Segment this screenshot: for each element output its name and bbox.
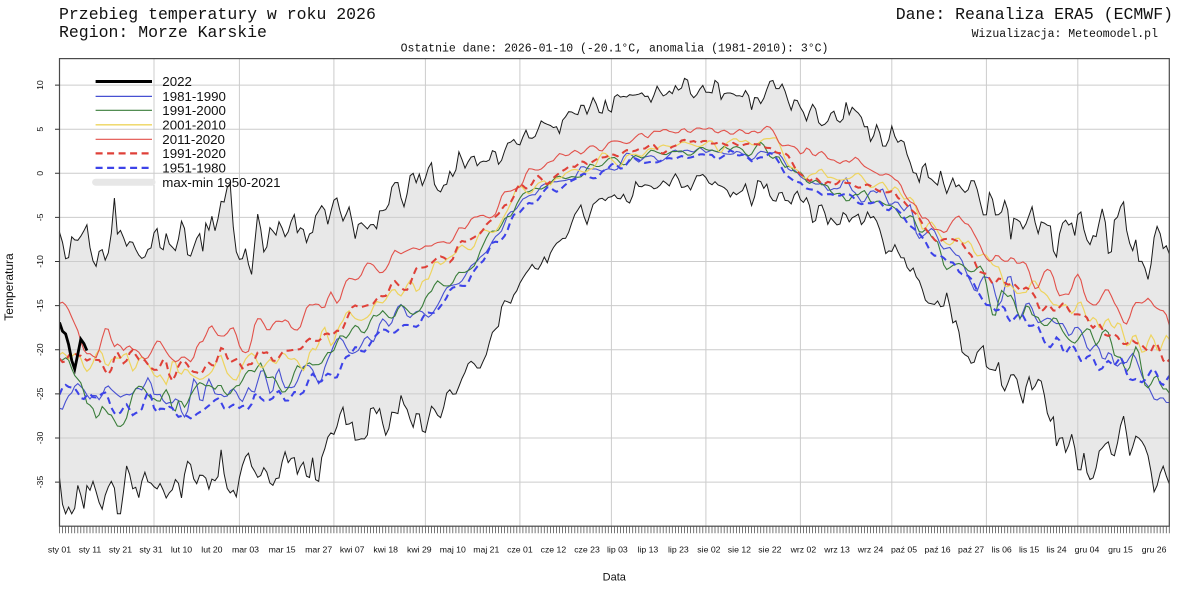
- svg-text:paź 27: paź 27: [958, 545, 984, 555]
- svg-text:kwi 07: kwi 07: [340, 545, 365, 555]
- svg-text:kwi 18: kwi 18: [373, 545, 398, 555]
- svg-text:Region: Morze Karskie: Region: Morze Karskie: [59, 23, 267, 42]
- svg-text:sty 01: sty 01: [48, 545, 71, 555]
- svg-text:paź 05: paź 05: [891, 545, 917, 555]
- svg-text:Przebieg temperatury w roku 20: Przebieg temperatury w roku 2026: [59, 5, 376, 24]
- svg-text:lut 10: lut 10: [171, 545, 192, 555]
- svg-text:2011-2020: 2011-2020: [162, 132, 225, 147]
- svg-text:lis 15: lis 15: [1019, 545, 1039, 555]
- svg-text:wrz 24: wrz 24: [857, 545, 884, 555]
- svg-text:2001-2010: 2001-2010: [162, 118, 226, 133]
- svg-text:wrz 02: wrz 02: [790, 545, 817, 555]
- svg-text:1951-1980: 1951-1980: [162, 161, 226, 176]
- svg-text:-15: -15: [35, 299, 45, 312]
- svg-text:cze 12: cze 12: [541, 545, 567, 555]
- svg-text:gru 04: gru 04: [1075, 545, 1100, 555]
- svg-text:-35: -35: [35, 476, 45, 489]
- svg-text:sty 21: sty 21: [109, 545, 132, 555]
- svg-text:-20: -20: [35, 343, 45, 356]
- svg-text:Data: Data: [603, 572, 627, 584]
- svg-text:lip 03: lip 03: [607, 545, 628, 555]
- svg-text:max-min 1950-2021: max-min 1950-2021: [162, 175, 280, 190]
- svg-text:lip 13: lip 13: [638, 545, 659, 555]
- svg-text:sty 31: sty 31: [139, 545, 162, 555]
- svg-text:cze 01: cze 01: [507, 545, 533, 555]
- svg-text:-5: -5: [35, 213, 45, 221]
- svg-text:mar 27: mar 27: [305, 545, 332, 555]
- svg-text:maj 21: maj 21: [473, 545, 499, 555]
- svg-text:Wizualizacja: Meteomodel.pl: Wizualizacja: Meteomodel.pl: [972, 28, 1158, 41]
- svg-text:cze 23: cze 23: [574, 545, 600, 555]
- svg-text:2022: 2022: [162, 74, 192, 89]
- svg-text:lis 24: lis 24: [1046, 545, 1066, 555]
- svg-text:lis 06: lis 06: [991, 545, 1011, 555]
- svg-text:-10: -10: [35, 255, 45, 268]
- svg-text:Temperatura: Temperatura: [2, 253, 16, 321]
- svg-text:10: 10: [35, 80, 45, 90]
- svg-text:1991-2000: 1991-2000: [162, 103, 226, 118]
- svg-text:paź 16: paź 16: [925, 545, 951, 555]
- svg-text:sie 12: sie 12: [728, 545, 751, 555]
- svg-text:5: 5: [35, 127, 45, 132]
- svg-text:mar 03: mar 03: [232, 545, 259, 555]
- svg-text:-25: -25: [35, 387, 45, 400]
- svg-text:maj 10: maj 10: [440, 545, 466, 555]
- svg-text:1981-1990: 1981-1990: [162, 89, 226, 104]
- svg-text:lut 20: lut 20: [201, 545, 222, 555]
- svg-text:lip 23: lip 23: [668, 545, 689, 555]
- svg-text:kwi 29: kwi 29: [407, 545, 432, 555]
- svg-text:mar 15: mar 15: [269, 545, 296, 555]
- svg-text:wrz 13: wrz 13: [823, 545, 850, 555]
- svg-text:0: 0: [35, 171, 45, 176]
- svg-text:sty 11: sty 11: [79, 545, 102, 555]
- svg-text:sie 22: sie 22: [758, 545, 781, 555]
- svg-text:-30: -30: [35, 432, 45, 445]
- svg-text:1991-2020: 1991-2020: [162, 146, 226, 161]
- svg-text:sie 02: sie 02: [697, 545, 720, 555]
- svg-text:gru 26: gru 26: [1142, 545, 1167, 555]
- svg-text:Ostatnie dane: 2026-01-10 (-20: Ostatnie dane: 2026-01-10 (-20.1°C, anom…: [401, 43, 829, 56]
- svg-text:Dane: Reanaliza ERA5 (ECMWF): Dane: Reanaliza ERA5 (ECMWF): [896, 5, 1173, 24]
- svg-text:gru 15: gru 15: [1108, 545, 1133, 555]
